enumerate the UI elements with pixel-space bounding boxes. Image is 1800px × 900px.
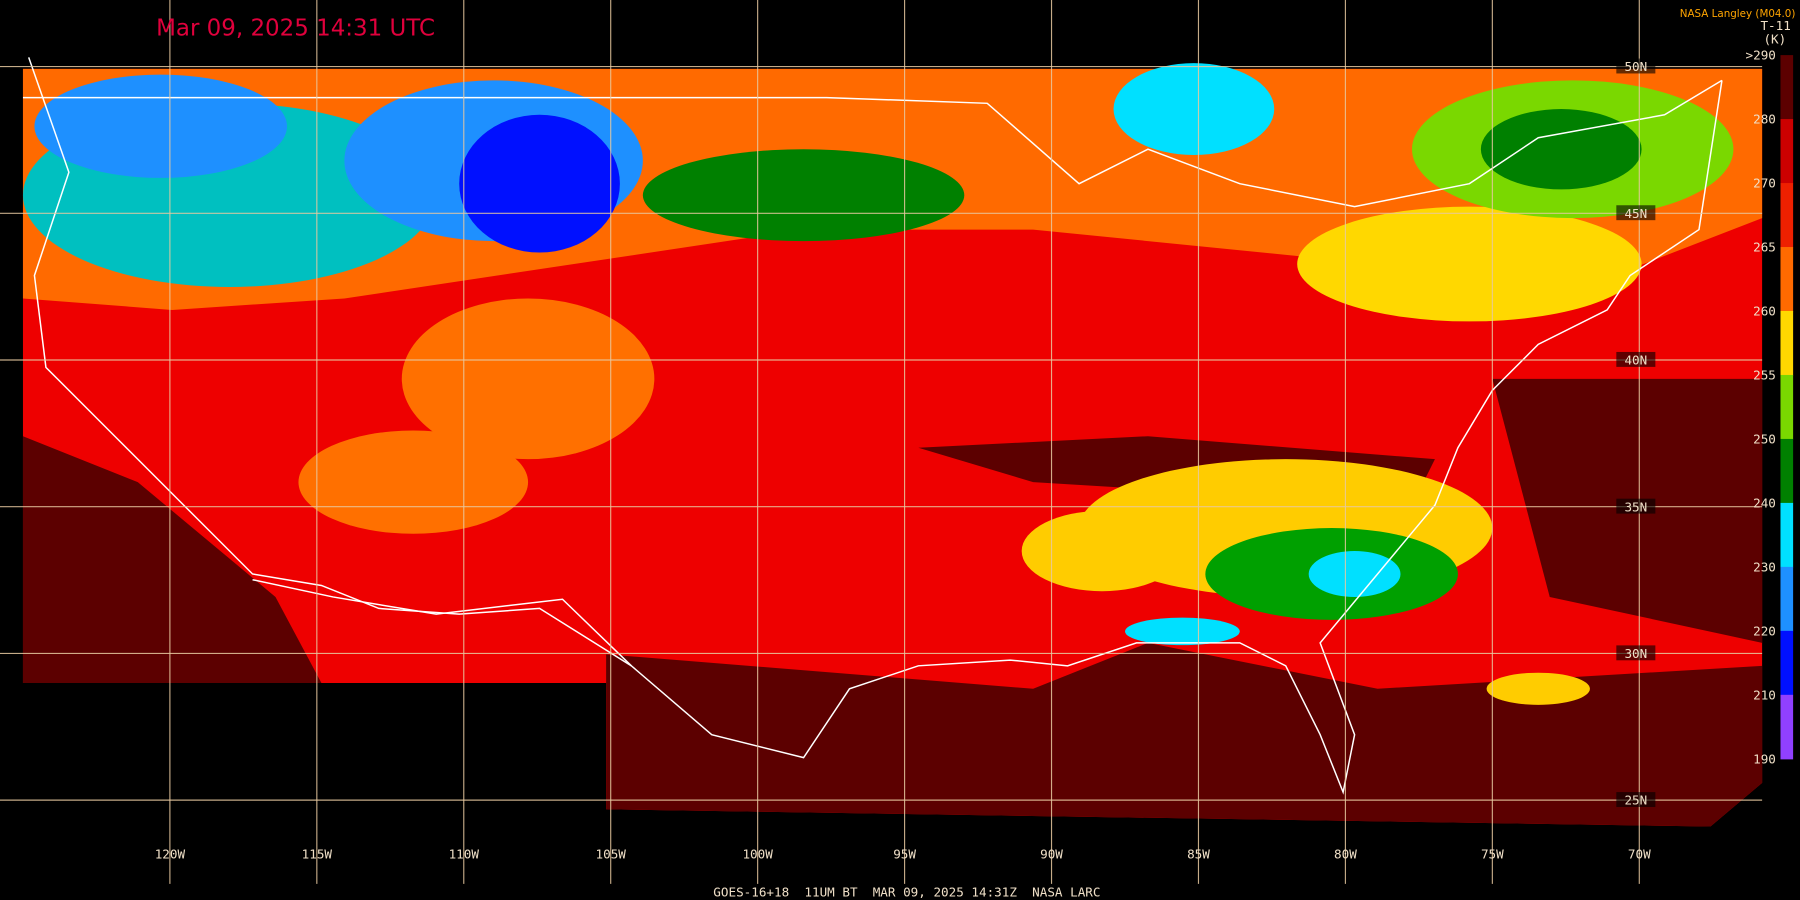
latitude-label: 45N	[1624, 206, 1647, 221]
latitude-label: 30N	[1624, 646, 1647, 661]
colorbar-label: >290	[1746, 48, 1776, 63]
cloud-area	[1308, 551, 1401, 597]
longitude-label: 95W	[893, 847, 916, 862]
credit: NASA Langley (M04.0)	[1680, 8, 1796, 20]
longitude-label: 105W	[596, 847, 627, 862]
longitude-label: 70W	[1628, 847, 1651, 862]
label-backdrop	[1616, 498, 1656, 514]
latitude-label: 25N	[1624, 793, 1647, 808]
cloud-area	[1125, 617, 1240, 646]
colorbar-segment	[1780, 438, 1794, 504]
longitude-label: 85W	[1187, 847, 1210, 862]
unit: (K)	[1763, 32, 1786, 47]
canada-border	[22, 79, 1723, 208]
colorbar: >290 280 270 265 260 255 250 240 230 220 210 190	[1746, 48, 1794, 766]
footer: GOES-16+18 11UM BT MAR 09, 2025 14:31Z N…	[713, 885, 1100, 900]
colorbar-label: 250	[1753, 432, 1776, 447]
imagery	[22, 63, 1763, 827]
colorbar-segment	[1780, 694, 1794, 760]
cloud-area	[1297, 206, 1642, 322]
product: T-11	[1760, 18, 1790, 33]
cloud-area	[459, 114, 620, 253]
colorbar-label: 270	[1753, 176, 1776, 191]
label-backdrop	[1616, 351, 1656, 367]
coastline	[27, 57, 1723, 795]
colorbar-label: 240	[1753, 496, 1776, 511]
latitude-label: 50N	[1624, 59, 1647, 74]
longitude-label: 110W	[449, 847, 480, 862]
longitude-label: 80W	[1334, 847, 1357, 862]
cloud-area	[1486, 672, 1590, 705]
colorbar-label: 220	[1753, 623, 1776, 638]
colorbar-label: 210	[1753, 687, 1776, 702]
cloud-area	[34, 74, 287, 178]
label-backdrop	[1616, 792, 1656, 808]
cloud-area	[1113, 63, 1275, 155]
label-backdrop	[1616, 58, 1656, 74]
colorbar-segment	[1780, 374, 1794, 440]
label-backdrop	[1616, 645, 1656, 661]
colorbar-segment	[1780, 247, 1794, 312]
colorbar-segment	[1780, 183, 1794, 248]
latitude-label: 35N	[1624, 499, 1647, 514]
colorbar-segment	[1780, 566, 1794, 632]
cloud-area	[642, 149, 965, 242]
longitude-label: 120W	[155, 847, 186, 862]
longitude-label: 75W	[1481, 847, 1504, 862]
longitude-label: 115W	[302, 847, 333, 862]
label-backdrop	[1616, 205, 1656, 221]
latitude-label: 40N	[1624, 353, 1647, 368]
colorbar-segment	[1780, 502, 1794, 568]
colorbar-label: 260	[1753, 304, 1776, 319]
timestamp: Mar 09, 2025 14:31 UTC	[156, 16, 435, 42]
colorbar-segment	[1780, 310, 1794, 376]
colorbar-label: 190	[1753, 751, 1776, 766]
colorbar-label: 255	[1753, 368, 1776, 383]
cloud-area	[298, 430, 529, 534]
colorbar-label: 230	[1753, 559, 1776, 574]
colorbar-label: 265	[1753, 240, 1776, 255]
longitude-label: 90W	[1040, 847, 1063, 862]
colorbar-label: 280	[1753, 112, 1776, 127]
warm-ocean	[606, 642, 1763, 827]
longitude-label: 100W	[742, 847, 773, 862]
cloud-area	[1021, 510, 1183, 592]
colorbar-segment	[1780, 119, 1794, 184]
lat-lon-grid: 120W 115W 110W 105W 100W 95W 90W 85W 80W 75W 70W 50…	[0, 0, 1763, 884]
cloud-area	[1480, 109, 1642, 190]
borders	[22, 57, 1723, 795]
pacific-ocean	[22, 436, 322, 684]
colorbar-segment	[1780, 630, 1794, 696]
colorbar-segment	[1780, 55, 1794, 120]
mexico-border	[252, 578, 632, 667]
cloud-area	[401, 298, 655, 460]
